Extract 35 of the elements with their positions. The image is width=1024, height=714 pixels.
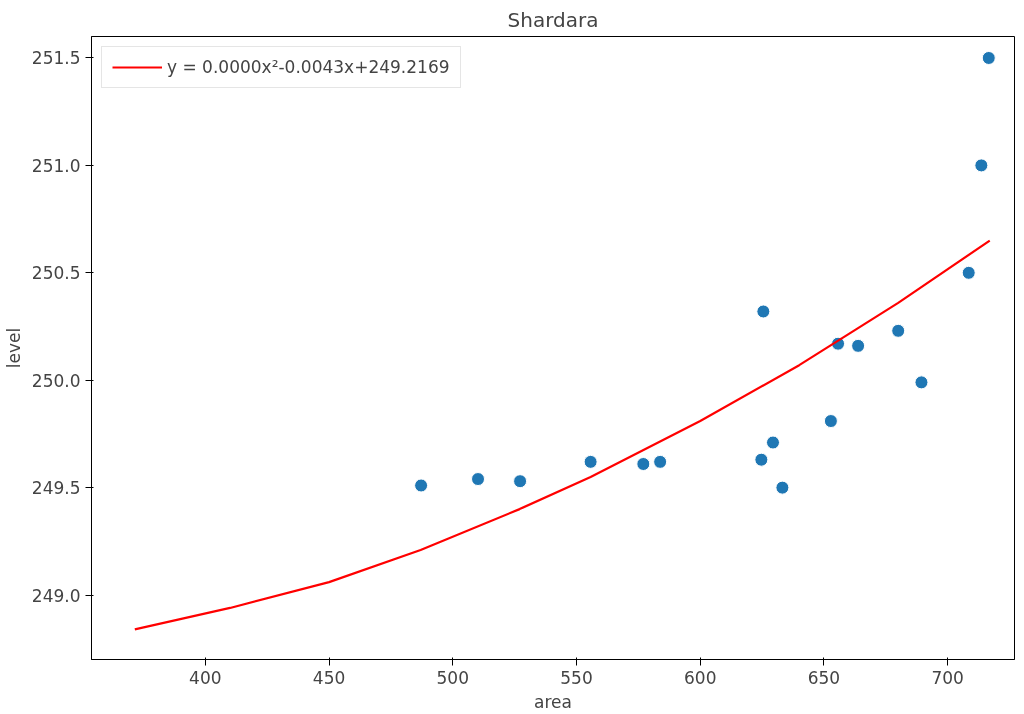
point (636, 457, 651, 471)
point (823, 414, 838, 429)
point (961, 265, 976, 280)
x-tick-label: 650 (807, 667, 841, 688)
point (981, 51, 996, 65)
x-axis-title: area (534, 691, 572, 712)
point (653, 454, 668, 469)
point (974, 158, 989, 173)
line-series (133, 239, 991, 631)
point (775, 480, 790, 495)
chart-title: Shardara (507, 7, 599, 32)
y-tick-label: 250.0 (31, 370, 81, 391)
point (765, 435, 780, 450)
y-tick-label: 249.5 (31, 478, 81, 499)
x-tick-label: 600 (684, 667, 717, 688)
point (471, 472, 486, 487)
point (891, 323, 906, 338)
x-tick-label: 550 (560, 667, 593, 688)
y-tick-label: 250.5 (31, 263, 81, 284)
y-tick-label: 249.0 (31, 585, 81, 606)
x-tick-label: 400 (189, 667, 222, 688)
x-tick-label: 700 (931, 667, 964, 688)
x-tick-label: 450 (312, 667, 346, 688)
point (756, 304, 771, 319)
y-tick-label: 251.0 (31, 155, 81, 176)
y-tick-label: 251.5 (31, 48, 81, 69)
point (914, 375, 929, 390)
point (754, 452, 769, 467)
legend-label: y = 0.0000x²-0.0043x+249.2169 (167, 57, 450, 77)
point (513, 474, 528, 489)
point (851, 338, 866, 353)
y-axis-title: level (3, 327, 24, 369)
point (583, 454, 598, 469)
x-tick-label: 500 (436, 667, 470, 688)
point (414, 478, 429, 493)
